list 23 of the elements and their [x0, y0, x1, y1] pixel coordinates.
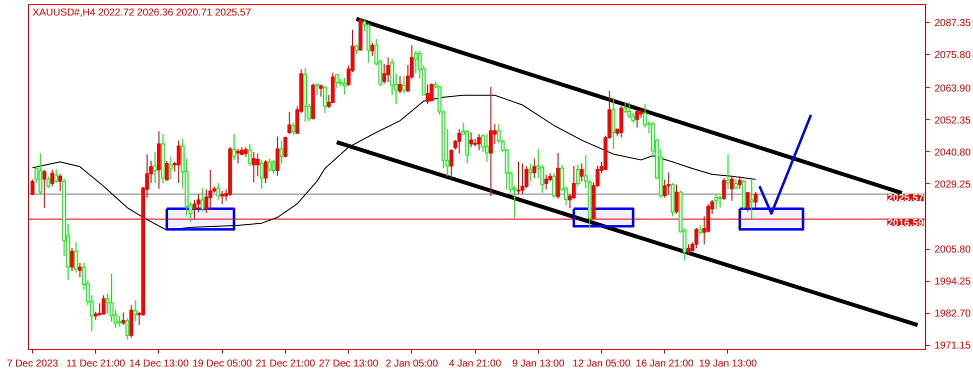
- y-tick-label: 2040.80: [934, 147, 972, 158]
- x-tick-label: 19 Dec 05:00: [192, 358, 252, 370]
- x-tick-label: 12 Jan 05:00: [572, 358, 631, 370]
- y-tick-label: 1971.15: [934, 340, 972, 352]
- y-tick-label: 2052.35: [934, 115, 972, 126]
- y-tick-label: 2063.90: [934, 83, 972, 94]
- x-tick-label: 7 Dec 2023: [6, 358, 58, 370]
- y-tick-label: 2005.80: [934, 244, 972, 256]
- x-tick-label: 16 Jan 21:00: [636, 358, 694, 370]
- x-tick-label: 19 Jan 13:00: [699, 358, 758, 370]
- y-tick-label: 1994.25: [934, 276, 972, 288]
- y-tick-label: 1982.70: [934, 308, 972, 320]
- x-tick-label: 14 Dec 13:00: [129, 358, 190, 370]
- x-tick-label: 4 Jan 21:00: [448, 358, 502, 370]
- y-tick-label: 2029.25: [934, 179, 972, 190]
- y-tick-label: 2087.35: [934, 18, 972, 30]
- chart-title: XAUUSD#,H4 2022.72 2026.36 2020.71 2025.57: [32, 8, 252, 18]
- x-tick-label: 11 Dec 21:00: [66, 358, 126, 370]
- y-tick-label: 2075.80: [934, 50, 972, 62]
- x-tick-label: 9 Jan 13:00: [512, 358, 565, 370]
- x-tick-label: 21 Dec 21:00: [256, 358, 316, 370]
- x-tick-label: 27 Dec 13:00: [318, 358, 379, 370]
- x-tick-label: 2 Jan 05:00: [386, 358, 438, 370]
